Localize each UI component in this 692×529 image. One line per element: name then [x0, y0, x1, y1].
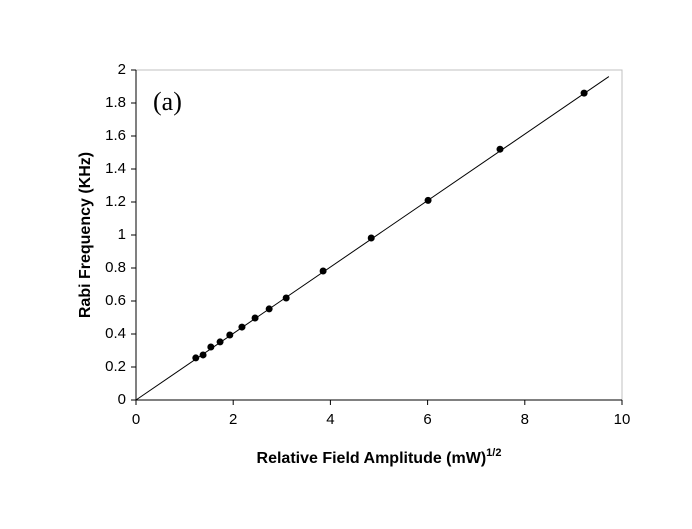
y-tick-label: 0.2	[105, 358, 126, 375]
data-point	[367, 234, 375, 242]
data-point	[496, 145, 504, 153]
y-tick-label: 0	[118, 391, 126, 408]
x-tick-label: 2	[229, 411, 237, 428]
y-tick-label: 0.8	[105, 259, 126, 276]
y-tick-label: 0.4	[105, 325, 126, 342]
data-point	[226, 331, 234, 339]
y-tick-label: 1.6	[105, 127, 126, 144]
y-tick-label: 1.2	[105, 193, 126, 210]
x-label-superscript: 1/2	[486, 447, 501, 459]
x-axis-label: Relative Field Amplitude (mW)1/2	[257, 447, 502, 467]
x-tick-label: 0	[132, 411, 140, 428]
data-point	[238, 323, 246, 331]
x-label-main: Relative Field Amplitude (mW)	[257, 450, 487, 467]
data-point	[424, 196, 432, 204]
y-tick-label: 2	[118, 61, 126, 78]
y-axis-label: Rabi Frequency (KHz)	[77, 152, 94, 318]
data-point	[207, 343, 215, 351]
data-point	[199, 351, 207, 359]
x-tick-label: 10	[614, 411, 631, 428]
y-tick-label: 1	[118, 226, 126, 243]
data-point	[265, 305, 273, 313]
annotation: (a)	[153, 87, 182, 116]
data-point	[319, 267, 327, 275]
x-tick-label: 6	[423, 411, 431, 428]
data-point	[251, 314, 259, 322]
data-point	[192, 354, 200, 362]
y-tick-label: 0.6	[105, 292, 126, 309]
x-tick-label: 8	[521, 411, 529, 428]
x-tick-label: 4	[326, 411, 334, 428]
data-point	[216, 338, 224, 346]
y-tick-label: 1.8	[105, 94, 126, 111]
y-tick-label: 1.4	[105, 160, 126, 177]
data-point	[580, 89, 588, 97]
data-point	[282, 294, 290, 302]
